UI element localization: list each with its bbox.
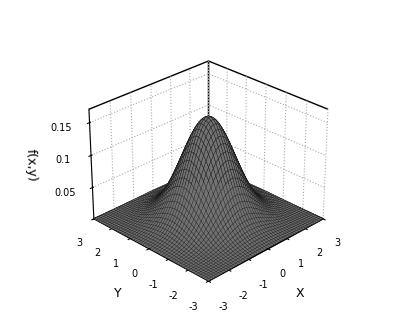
Y-axis label: Y: Y: [114, 287, 121, 300]
X-axis label: X: X: [295, 287, 304, 300]
